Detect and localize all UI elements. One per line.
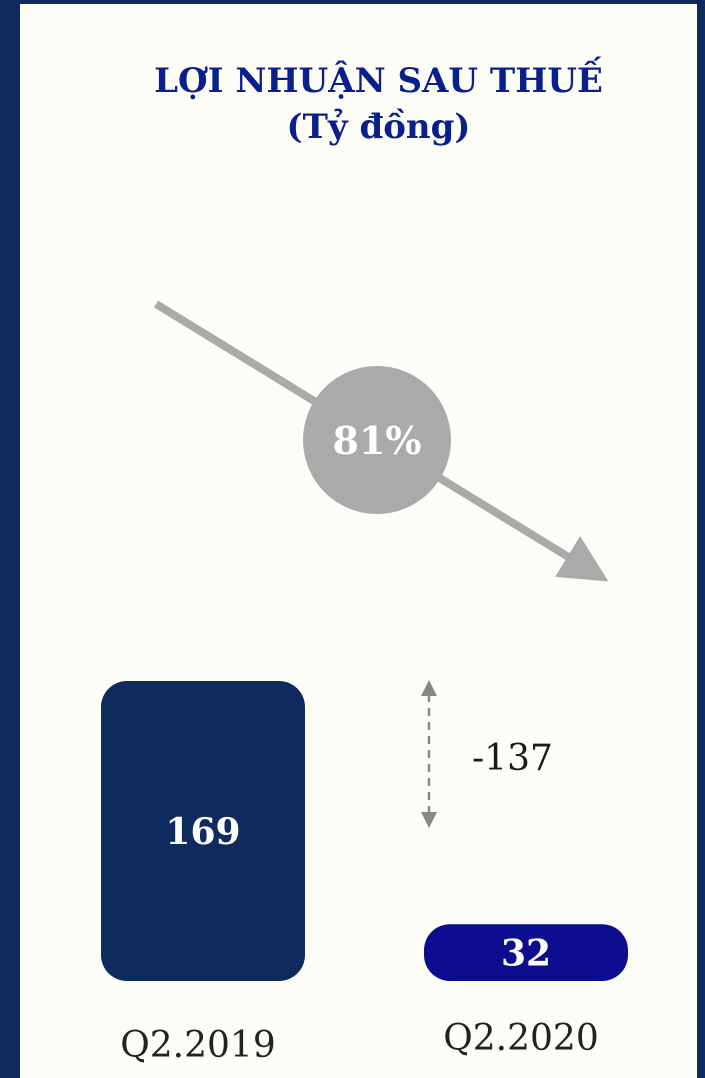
difference-arrowhead-down	[421, 812, 437, 828]
category-label: Q2.2020	[443, 1018, 598, 1059]
difference-label: -137	[472, 738, 553, 779]
bar-Q2.2020	[424, 924, 628, 981]
bar-Q2.2019	[101, 681, 305, 981]
bars-group: 169 Q2.2019 32 Q2.2020	[101, 681, 628, 1066]
chart-title: LỢI NHUẬN SAU THUẾ (Tỷ đồng)	[40, 58, 705, 150]
change-percent-label: 81%	[333, 418, 422, 463]
difference-arrowhead-up	[421, 680, 437, 696]
change-badge	[303, 366, 451, 514]
category-label: Q2.2019	[120, 1025, 275, 1066]
title-line-main: LỢI NHUẬN SAU THUẾ	[154, 61, 603, 101]
bar-value-label: 169	[165, 811, 240, 853]
title-line-unit: (Tỷ đồng)	[286, 107, 471, 147]
difference-indicator: -137	[421, 680, 553, 828]
bar-value-label: 32	[501, 933, 551, 975]
